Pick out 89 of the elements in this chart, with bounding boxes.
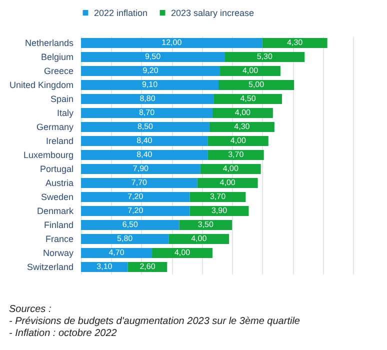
data-label: 8,50: [137, 122, 154, 131]
bar: [209, 122, 274, 132]
bar: [81, 66, 220, 76]
y-tick-label: Spain: [50, 94, 74, 104]
bar: [208, 150, 264, 160]
data-label: 4,00: [230, 136, 246, 145]
data-label: 9,10: [142, 80, 158, 89]
y-tick-label: Netherlands: [24, 38, 74, 48]
data-label: 4,70: [108, 248, 125, 257]
bar: [81, 234, 169, 244]
data-label: 4,00: [222, 164, 239, 173]
y-tick-label: Ireland: [46, 136, 74, 146]
bar: [81, 164, 200, 174]
data-label: 3,90: [211, 206, 228, 215]
data-label: 8,70: [138, 108, 156, 117]
bar: [214, 94, 282, 104]
data-label: 9,20: [142, 66, 159, 75]
bar: [81, 192, 190, 202]
data-label: 2,60: [140, 262, 156, 271]
bar: [81, 80, 219, 90]
y-tick-label: Switzerland: [26, 262, 74, 272]
bar: [212, 108, 273, 118]
data-label: 3,70: [210, 192, 226, 201]
data-label: 8,40: [136, 136, 153, 145]
data-label: 3,50: [198, 220, 214, 229]
text: - Prévisions de budgets d'augmentation 2023 sur le 3ème quartile: [9, 316, 300, 327]
bar: [81, 248, 152, 258]
data-label: 4,00: [220, 178, 236, 187]
bar: [81, 150, 208, 160]
bar: [81, 220, 180, 230]
bar: [197, 178, 258, 188]
data-label: 6,50: [122, 220, 138, 229]
bar: [152, 248, 212, 258]
data-label: 4,00: [174, 248, 191, 257]
data-label: 4,00: [234, 108, 252, 117]
data-label: 5,00: [248, 80, 265, 89]
data-label: 5,80: [117, 234, 134, 243]
data-label: 7,20: [128, 192, 144, 201]
bar: [218, 80, 294, 90]
bar: [81, 94, 214, 104]
bar: [224, 52, 305, 62]
source-note: Sources :: [9, 304, 52, 315]
bar: [81, 52, 225, 62]
bar: [81, 122, 210, 132]
y-tick-label: United Kingdom: [9, 80, 74, 90]
data-label: 4,30: [234, 122, 250, 131]
bar: [208, 136, 268, 146]
data-label: 5,30: [256, 52, 273, 61]
y-tick-label: Belgium: [40, 52, 74, 62]
bar: [190, 192, 246, 202]
y-tick-label: France: [45, 234, 74, 244]
data-label: 4,00: [191, 234, 208, 243]
data-label: 3,10: [96, 262, 113, 271]
y-tick-label: Finland: [44, 220, 74, 230]
data-label: 3,70: [228, 150, 244, 159]
bar: [190, 206, 249, 216]
data-label: 4,50: [240, 94, 256, 103]
bar: [200, 164, 261, 174]
bar: [81, 262, 128, 272]
y-tick-label: Germany: [36, 122, 74, 132]
y-tick-label: Denmark: [36, 206, 74, 216]
text: - Inflation : octobre 2022: [9, 328, 118, 339]
data-label: 7,90: [132, 164, 150, 173]
y-tick-label: Sweden: [40, 192, 74, 202]
data-label: 7,70: [131, 178, 148, 187]
legend-label: 2023 salary increase: [171, 8, 254, 18]
y-tick-label: Portugal: [40, 164, 74, 174]
bar: [81, 178, 198, 188]
data-label: 4,00: [242, 66, 259, 75]
data-label: 7,20: [128, 206, 144, 215]
y-tick-label: Italy: [56, 108, 74, 118]
bar: [220, 66, 280, 76]
data-label: 12,00: [162, 38, 182, 47]
data-label: 8,80: [140, 94, 156, 103]
data-label: 8,40: [136, 150, 153, 159]
bar: [81, 206, 190, 216]
y-tick-label: Luxembourg: [23, 150, 74, 160]
data-label: 9,50: [144, 52, 162, 61]
y-tick-label: Greece: [44, 66, 74, 76]
y-tick-label: Norway: [42, 248, 74, 258]
bar: [81, 108, 212, 118]
bar: [179, 220, 232, 230]
legend-label: 2022 inflation: [94, 8, 148, 18]
bar: [262, 38, 328, 48]
bar: [168, 234, 230, 244]
y-tick-label: Austria: [45, 178, 74, 188]
data-label: 4,30: [287, 38, 304, 47]
bar: [81, 38, 262, 48]
bar: [81, 136, 208, 146]
